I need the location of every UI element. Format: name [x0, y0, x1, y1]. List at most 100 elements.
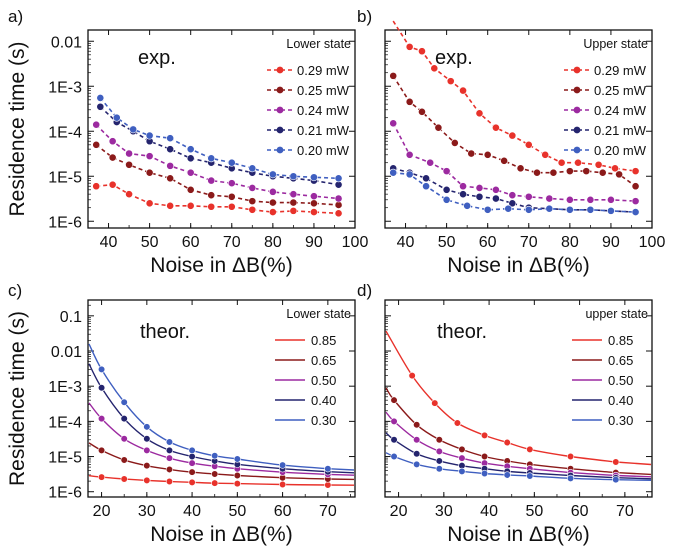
- data-point: [475, 184, 484, 192]
- legend-marker: [276, 106, 284, 114]
- data-point: [108, 137, 117, 146]
- data-point: [413, 460, 421, 468]
- data-point: [390, 436, 398, 444]
- legend-marker: [276, 146, 284, 154]
- legend-marker: [276, 126, 284, 134]
- data-point: [165, 438, 174, 446]
- data-point: [557, 158, 566, 167]
- x-tick-label: 90: [305, 234, 323, 251]
- series-curve: [385, 432, 652, 480]
- data-point: [120, 414, 128, 423]
- data-point: [324, 465, 332, 473]
- legend-label: 0.21 mW: [594, 123, 647, 138]
- data-point: [186, 168, 195, 177]
- legend-label: 0.29 mW: [297, 63, 350, 78]
- legend-label: 0.25 mW: [594, 83, 647, 98]
- data-point: [233, 480, 241, 488]
- data-point: [475, 109, 484, 118]
- y-tick-label: 1E-4: [48, 414, 82, 431]
- data-point: [458, 467, 466, 475]
- x-axis-label: Noise in ΔB(%): [150, 523, 292, 546]
- data-point: [165, 477, 174, 486]
- legend-label: 0.30: [608, 413, 633, 428]
- x-tick-label: 70: [616, 503, 634, 520]
- data-point: [390, 452, 398, 461]
- data-point: [418, 47, 426, 56]
- data-point: [125, 190, 133, 199]
- data-point: [458, 454, 466, 462]
- data-point: [268, 170, 277, 179]
- data-point: [289, 206, 298, 215]
- data-point: [233, 455, 241, 463]
- legend-label: 0.40: [608, 393, 633, 408]
- x-axis-label: Noise in ΔB(%): [150, 254, 292, 277]
- x-tick-label: 70: [520, 234, 538, 251]
- data-point: [463, 201, 472, 210]
- data-point: [435, 457, 443, 465]
- x-tick-label: 80: [264, 234, 282, 251]
- legend-item: 0.40: [572, 393, 633, 408]
- data-point: [143, 446, 151, 454]
- x-tick-label: 60: [182, 234, 200, 251]
- legend-item: 0.50: [572, 373, 633, 388]
- legend-marker: [573, 106, 581, 114]
- x-axis-label: Noise in ΔB(%): [447, 523, 589, 546]
- legend-label: 0.65: [311, 353, 336, 368]
- data-point: [268, 208, 277, 216]
- data-point: [508, 191, 517, 200]
- data-point: [120, 435, 128, 443]
- data-point: [435, 436, 443, 444]
- data-point: [442, 195, 451, 204]
- panel-annotation: theor.: [437, 321, 487, 343]
- data-point: [145, 199, 154, 208]
- data-point: [188, 468, 196, 476]
- data-point: [503, 438, 511, 447]
- data-point: [405, 42, 414, 51]
- data-point: [145, 152, 154, 161]
- data-point: [631, 182, 640, 191]
- x-tick-label: 100: [342, 234, 369, 251]
- data-point: [480, 469, 489, 478]
- y-tick-label: 1E-5: [48, 169, 82, 186]
- data-point: [492, 185, 500, 194]
- data-point: [227, 158, 236, 167]
- legend-item: 0.20 mW: [564, 143, 647, 158]
- data-point: [612, 476, 620, 484]
- data-point: [526, 472, 534, 480]
- x-tick-label: 100: [639, 234, 666, 251]
- data-point: [435, 465, 443, 473]
- series-line: [392, 75, 637, 187]
- x-tick-label: 70: [319, 503, 337, 520]
- data-point: [524, 140, 533, 149]
- legend-title: Lower state: [286, 37, 351, 51]
- series-curve: [88, 402, 355, 476]
- data-point: [92, 140, 101, 149]
- data-point: [631, 197, 640, 206]
- data-point: [186, 145, 195, 154]
- legend-title: Lower state: [286, 307, 351, 321]
- data-point: [483, 150, 492, 159]
- y-tick-label: 1E-3: [48, 379, 82, 396]
- data-point: [516, 164, 525, 173]
- data-point: [503, 471, 511, 479]
- data-point: [545, 194, 554, 203]
- y-tick-label: 1E-6: [48, 485, 82, 502]
- legend-item: 0.25 mW: [564, 83, 647, 98]
- x-tick-label: 60: [479, 234, 497, 251]
- data-point: [442, 185, 451, 194]
- legend-label: 0.40: [311, 393, 336, 408]
- data-point: [324, 481, 332, 489]
- legend-marker: [276, 66, 284, 74]
- data-point: [586, 195, 595, 204]
- data-point: [207, 154, 216, 163]
- legend-label: 0.24 mW: [594, 103, 647, 118]
- x-tick-label: 20: [93, 503, 111, 520]
- x-tick-label: 70: [223, 234, 241, 251]
- panel-annotation: exp.: [138, 47, 176, 69]
- series-curve: [385, 452, 652, 481]
- legend-item: 0.40: [275, 393, 336, 408]
- legend-item: 0.65: [572, 353, 633, 368]
- data-point: [143, 435, 151, 443]
- data-point: [480, 452, 489, 461]
- y-tick-label: 0.1: [60, 309, 82, 326]
